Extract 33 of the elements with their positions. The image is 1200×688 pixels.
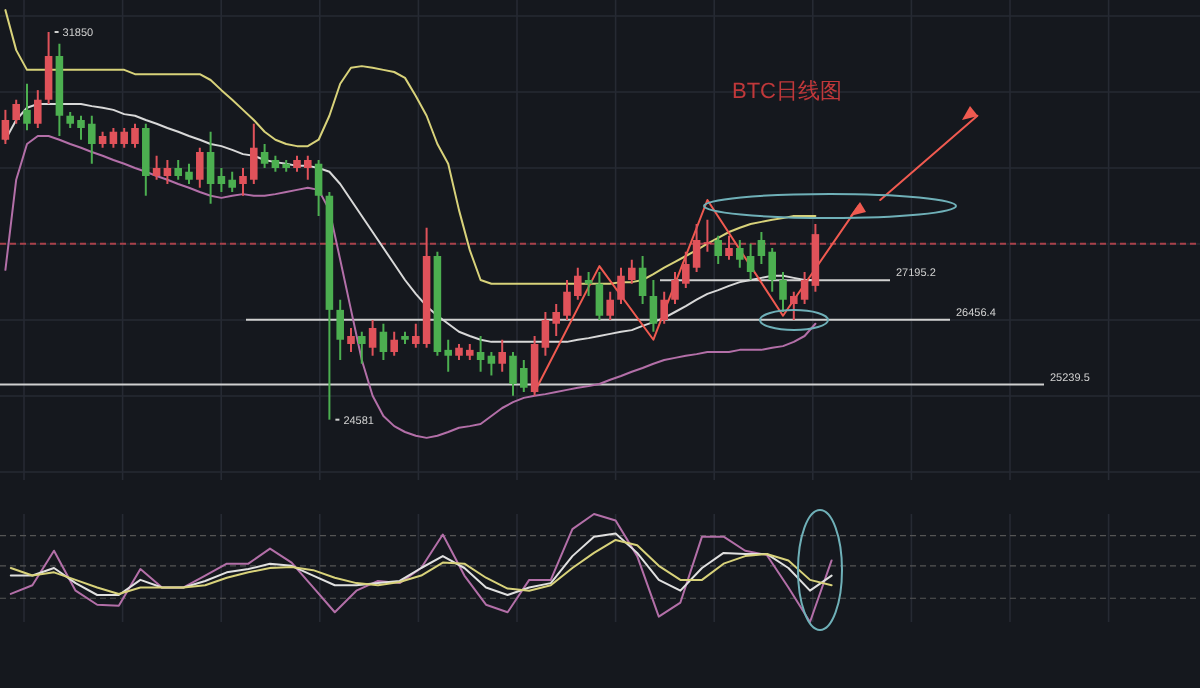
candlestick — [368, 319, 377, 357]
candlestick — [152, 154, 161, 181]
candlestick — [487, 351, 496, 377]
candlestick — [23, 82, 31, 132]
candlestick — [347, 327, 355, 353]
candlestick — [606, 290, 614, 321]
candlestick — [196, 146, 204, 189]
candlestick — [714, 234, 722, 265]
candlestick — [358, 330, 366, 365]
candlestick — [649, 279, 658, 333]
candlestick — [260, 143, 269, 169]
candlestick — [142, 122, 150, 197]
candlestick — [314, 159, 323, 217]
candlestick — [703, 218, 712, 253]
text: BTC日线图 — [732, 78, 842, 104]
candlestick — [163, 159, 172, 185]
candlestick — [206, 130, 215, 205]
candlestick — [379, 322, 388, 361]
candlestick — [725, 234, 733, 261]
candlestick — [638, 255, 647, 305]
candlestick — [1, 108, 10, 145]
candlestick — [476, 335, 485, 373]
candlestick — [34, 89, 42, 129]
candlestick — [336, 298, 344, 361]
candlestick — [44, 31, 53, 105]
candlestick — [595, 271, 604, 321]
candlestick — [584, 271, 593, 297]
candlestick — [390, 330, 398, 357]
candlestick — [779, 271, 787, 313]
candlestick — [530, 335, 539, 397]
candlestick — [498, 338, 506, 373]
candlestick — [12, 98, 20, 125]
candlestick — [660, 290, 668, 325]
